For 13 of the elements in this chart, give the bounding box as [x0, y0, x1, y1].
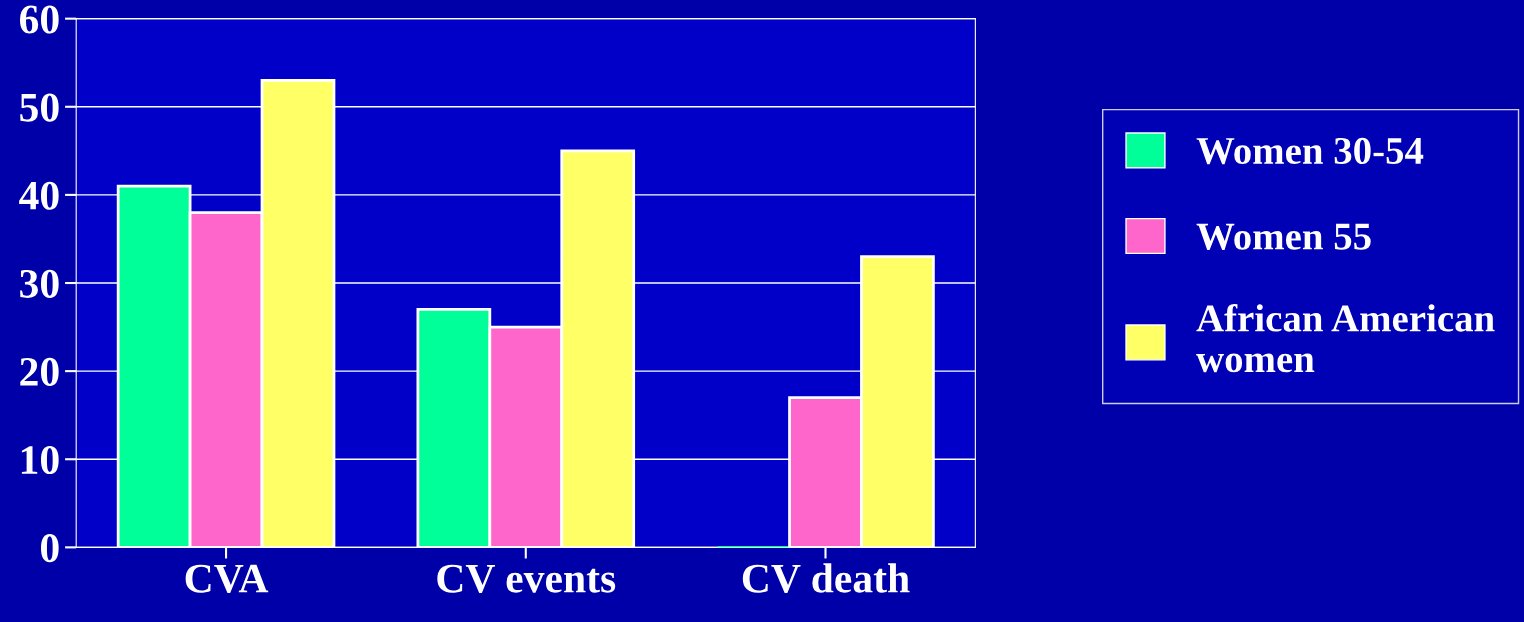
- y-tick-label: 40: [19, 181, 59, 210]
- y-tick-label: 50: [20, 93, 59, 122]
- y-tick-label: 30: [20, 269, 59, 298]
- x-tick-label: CV events: [437, 564, 616, 593]
- legend-label: Women 30-54: [1196, 137, 1424, 165]
- y-tick-label: 60: [19, 5, 59, 34]
- x-tick-label: CV death: [742, 563, 910, 593]
- y-tick-label: 10: [21, 445, 59, 475]
- y-tick-label: 0: [40, 534, 59, 563]
- x-tick-label: CVA: [185, 564, 269, 593]
- legend-label: African American women: [1196, 303, 1495, 373]
- legend-label: Women 55: [1196, 223, 1371, 250]
- y-tick-label: 20: [20, 357, 59, 386]
